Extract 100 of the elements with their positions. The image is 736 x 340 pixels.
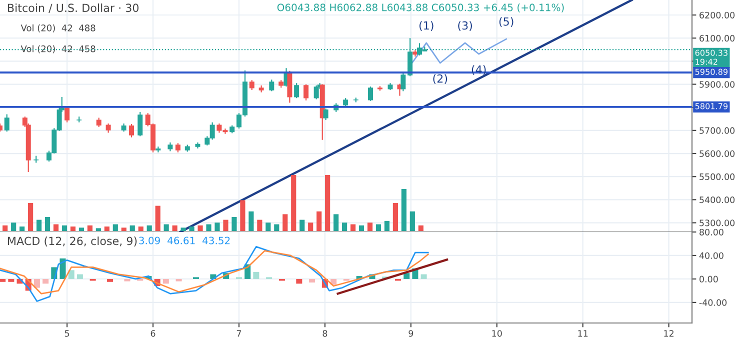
bar [232, 217, 237, 231]
bar [404, 273, 410, 279]
bar [257, 220, 262, 231]
candlestick [269, 79, 274, 92]
bar [155, 206, 160, 231]
bar [253, 272, 260, 279]
bar [358, 225, 364, 231]
bar [78, 228, 84, 231]
bar [176, 278, 182, 282]
bar [42, 278, 49, 284]
bar [121, 228, 126, 231]
bar [316, 211, 322, 231]
y-tick-label: 5500.00 [700, 173, 735, 180]
x-tick-label: 10 [492, 330, 502, 337]
chart-title: MACD (12, 26, close, 9) [8, 236, 137, 246]
bar [20, 226, 25, 231]
y-tick-label: -40.00 [699, 299, 727, 306]
bar [87, 225, 92, 231]
bar [274, 224, 280, 231]
bar [146, 225, 152, 231]
bar [36, 220, 42, 231]
chart-title: Bitcoin / U.S. Dollar · 30 [8, 3, 139, 13]
bar [44, 217, 50, 231]
x-tick-label: 6 [150, 330, 156, 337]
x-tick-label: 7 [236, 330, 242, 337]
candlestick [4, 114, 10, 132]
y-tick-label: 80.00 [700, 228, 724, 236]
bar [28, 203, 34, 231]
bar [350, 224, 356, 231]
bar [342, 222, 348, 231]
bar [282, 214, 288, 231]
annotation: (5) [499, 17, 514, 28]
bar [0, 278, 6, 282]
bar [164, 224, 169, 231]
bar [367, 222, 373, 231]
line-series [0, 246, 429, 302]
annotation: Vol (20) 42 488 [20, 24, 96, 32]
bar [325, 175, 330, 231]
y-tick-label: 5900.00 [700, 81, 735, 88]
candlestick [304, 84, 309, 101]
candlestick [175, 142, 180, 153]
candlestick [368, 86, 373, 102]
y-tick-label: 6100.00 [700, 34, 735, 42]
bar [189, 226, 194, 231]
bar [34, 278, 40, 288]
bar [70, 226, 76, 231]
y-tick-label: 5600.00 [700, 150, 735, 157]
bar [401, 189, 406, 231]
candlestick [343, 98, 348, 108]
bar [418, 225, 424, 231]
annotation: O6043.88 H6062.88 L6043.88 C6050.33 +6.45 (+0.11%) [277, 3, 564, 12]
bar [296, 278, 302, 284]
candlestick [294, 82, 300, 99]
bar [266, 222, 271, 231]
bar [53, 224, 59, 231]
ref-line-label: 6050.33 19:42 [695, 50, 728, 65]
bar [300, 220, 305, 231]
bar [112, 224, 118, 231]
bar [104, 226, 110, 231]
bar [198, 225, 203, 231]
y-tick-label: 40.00 [699, 252, 724, 259]
bar [8, 278, 14, 282]
candlestick [314, 84, 319, 100]
y-tick-label: 5400.00 [700, 196, 735, 204]
candlestick [129, 123, 134, 138]
bar [223, 220, 228, 231]
bar [334, 214, 339, 231]
x-tick-label: 5 [64, 330, 70, 337]
bar [130, 225, 135, 231]
x-tick-label: 8 [322, 330, 328, 337]
candlestick [138, 111, 143, 137]
x-tick-label: 12 [664, 330, 674, 337]
annotation: (2) [433, 74, 448, 84]
bar [206, 224, 212, 231]
bar [2, 225, 8, 231]
bar [162, 278, 169, 284]
bar [309, 278, 316, 282]
y-tick-label: 5300.00 [700, 220, 735, 226]
bar [172, 225, 178, 231]
bar [180, 228, 186, 231]
line-series [0, 250, 429, 294]
bar [11, 222, 16, 231]
bar [62, 225, 68, 231]
bar [76, 274, 83, 279]
annotation: (3) [458, 21, 472, 31]
bar [392, 203, 398, 231]
bar [107, 278, 114, 282]
bar [214, 222, 220, 231]
bar [410, 211, 415, 231]
bar [248, 211, 254, 231]
bar [291, 175, 296, 231]
bar [384, 220, 390, 231]
y-tick-label: 0.00 [700, 276, 718, 282]
ref-line-label: 5801.79 [695, 103, 728, 110]
ref-line-label: 5950.89 [695, 68, 728, 75]
candlestick [96, 117, 102, 128]
x-tick-label: 9 [408, 330, 414, 337]
bar [124, 278, 130, 282]
bar [376, 224, 382, 231]
annotation: 3.09 46.61 43.52 [139, 236, 230, 244]
